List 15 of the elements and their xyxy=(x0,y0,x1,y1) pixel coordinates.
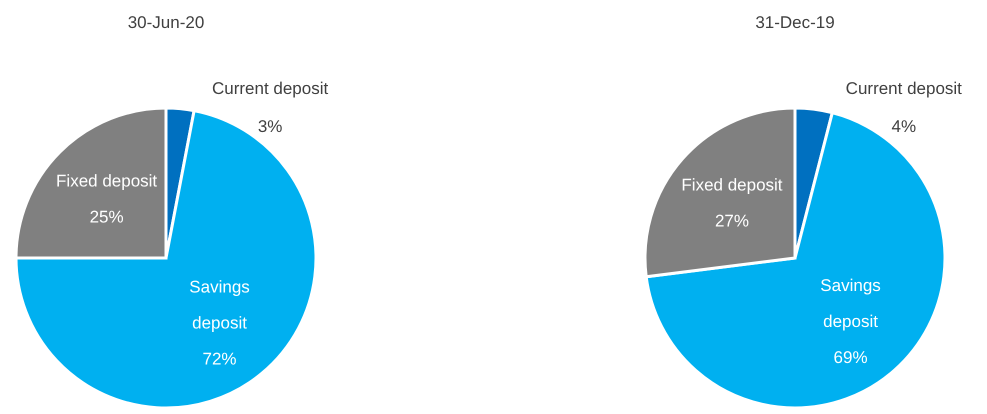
data-label: 4% xyxy=(892,117,916,136)
data-label: 25% xyxy=(90,208,124,227)
slice-label: Savings deposit xyxy=(820,276,881,331)
data-label: 27% xyxy=(714,211,750,230)
pie-slice xyxy=(14,109,318,410)
chart-title: 30-Jun-20 xyxy=(128,13,204,32)
data-label: 72% xyxy=(202,350,237,369)
slice-label: Fixed deposit xyxy=(56,172,158,191)
chart-title: 31-Dec-19 xyxy=(755,13,835,32)
slice-label: Current deposit xyxy=(212,79,329,98)
slice-label: Fixed deposit xyxy=(681,175,783,194)
slice-label: Current deposit xyxy=(846,79,962,98)
data-label: 3% xyxy=(258,117,282,136)
data-label: 69% xyxy=(834,348,868,367)
slice-label: Savings deposit xyxy=(189,278,250,333)
